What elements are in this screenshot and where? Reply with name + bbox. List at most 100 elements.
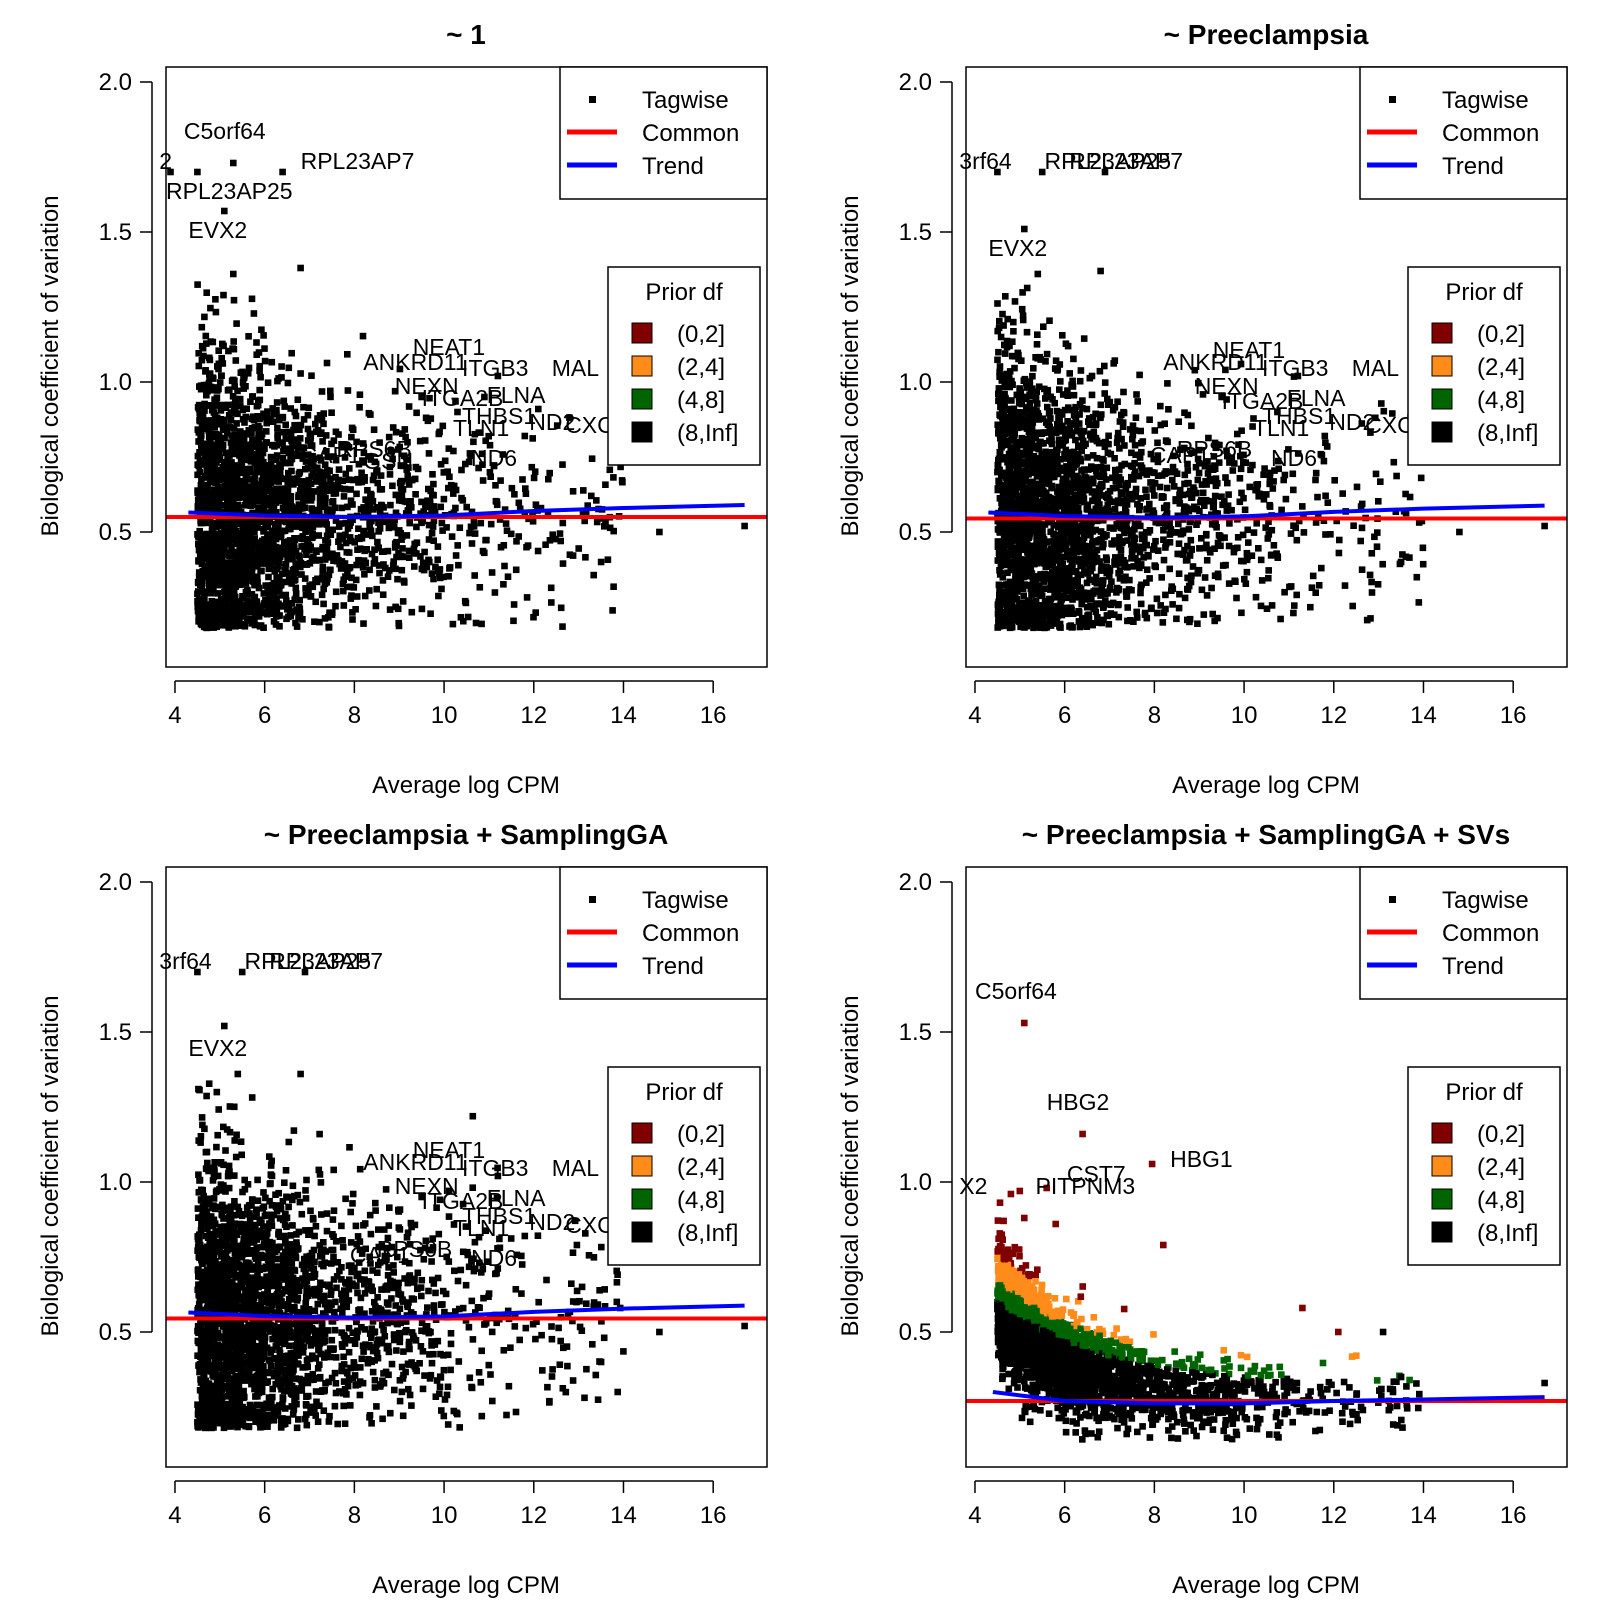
tagwise-point (307, 456, 315, 463)
tagwise-point (1244, 526, 1251, 534)
tagwise-point (1001, 430, 1009, 438)
tagwise-point (391, 544, 399, 551)
tagwise-point (380, 548, 387, 555)
tagwise-point (196, 607, 203, 615)
tagwise-point (1093, 546, 1101, 554)
tagwise-point (260, 413, 267, 421)
tagwise-point (1044, 403, 1051, 411)
tagwise-point (312, 598, 319, 606)
tagwise-point (1143, 614, 1151, 622)
tagwise-point (1290, 373, 1298, 380)
tagwise-point (1066, 584, 1073, 591)
tagwise-point (325, 526, 332, 534)
tagwise-point (377, 472, 385, 479)
gene-label: CAP1 (301, 442, 361, 468)
tagwise-point (239, 522, 246, 529)
tagwise-point (1036, 615, 1043, 622)
tagwise-point (346, 522, 353, 530)
tagwise-point (266, 559, 274, 566)
x-axis-label: Average log CPM (372, 772, 560, 799)
tagwise-point (1221, 534, 1228, 541)
tagwise-point (1005, 464, 1013, 472)
tagwise-point (1040, 606, 1048, 614)
tagwise-point (250, 310, 258, 317)
tagwise-point (301, 497, 309, 504)
tagwise-point (202, 440, 210, 448)
tagwise-point (1120, 388, 1127, 396)
tagwise-point (237, 428, 244, 435)
tagwise-point (1121, 529, 1128, 537)
tagwise-point (996, 540, 1004, 548)
tagwise-point (323, 544, 331, 551)
tagwise-point (312, 557, 320, 564)
tagwise-point (1076, 377, 1084, 385)
tagwise-point (1027, 585, 1035, 593)
tagwise-point (335, 556, 342, 564)
tagwise-point (195, 557, 202, 564)
tagwise-point (320, 600, 327, 608)
y-tick-label: 0.5 (99, 519, 132, 546)
tagwise-point (223, 581, 231, 588)
tagwise-point (1083, 405, 1091, 413)
tagwise-point (524, 542, 532, 549)
tagwise-point (1245, 539, 1252, 546)
tagwise-point (1132, 555, 1139, 562)
tagwise-point (205, 449, 212, 456)
tagwise-point (252, 443, 259, 451)
tagwise-point (1106, 584, 1114, 592)
tagwise-point (374, 538, 381, 546)
tagwise-point (263, 522, 270, 530)
tagwise-point (284, 479, 291, 487)
tagwise-point (1158, 493, 1166, 500)
tagwise-point (1139, 535, 1146, 543)
tagwise-point (288, 437, 295, 445)
tagwise-point (263, 465, 271, 473)
tagwise-point (300, 416, 308, 423)
tagwise-point (356, 404, 363, 411)
tagwise-point (1035, 550, 1042, 558)
tagwise-point (1043, 350, 1051, 358)
tagwise-point (220, 418, 228, 426)
tagwise-point (269, 418, 277, 425)
tagwise-point (1108, 578, 1115, 585)
tagwise-point (393, 538, 400, 546)
tagwise-point (215, 347, 222, 354)
tagwise-point (269, 506, 277, 514)
y-tick-label: 2.0 (99, 69, 132, 96)
tagwise-point (1211, 439, 1219, 447)
tagwise-point (207, 458, 215, 465)
tagwise-point (288, 578, 295, 585)
tagwise-point (1131, 534, 1138, 542)
tagwise-point (289, 442, 296, 450)
tagwise-point (392, 509, 400, 517)
tagwise-point (497, 477, 504, 484)
tagwise-point (246, 476, 254, 483)
tagwise-point (323, 532, 331, 540)
tagwise-point (206, 616, 214, 623)
tagwise-point (228, 446, 236, 453)
tagwise-point (349, 476, 357, 484)
tagwise-point (234, 387, 241, 395)
tagwise-point (1101, 390, 1108, 397)
tagwise-point (304, 411, 312, 419)
tagwise-point (1419, 544, 1427, 552)
tagwise-point (325, 510, 332, 517)
tagwise-point (276, 623, 283, 630)
tagwise-point (421, 548, 428, 556)
tagwise-point (1042, 585, 1049, 592)
panel-1: ~ 1 Average log CPM Biological coefficie… (37, 19, 768, 799)
tagwise-point (403, 456, 410, 463)
tagwise-point (295, 552, 303, 559)
tagwise-point (1054, 583, 1062, 590)
tagwise-point (1071, 408, 1078, 415)
tagwise-point (287, 555, 295, 563)
trend-line (188, 503, 745, 520)
outlier-point (418, 393, 425, 401)
tagwise-point (224, 401, 232, 409)
tagwise-point (479, 477, 487, 484)
tagwise-point (435, 592, 442, 600)
tagwise-point (290, 481, 297, 488)
tagwise-point (209, 374, 217, 381)
tagwise-point (1087, 602, 1094, 609)
tagwise-point (1198, 496, 1205, 504)
